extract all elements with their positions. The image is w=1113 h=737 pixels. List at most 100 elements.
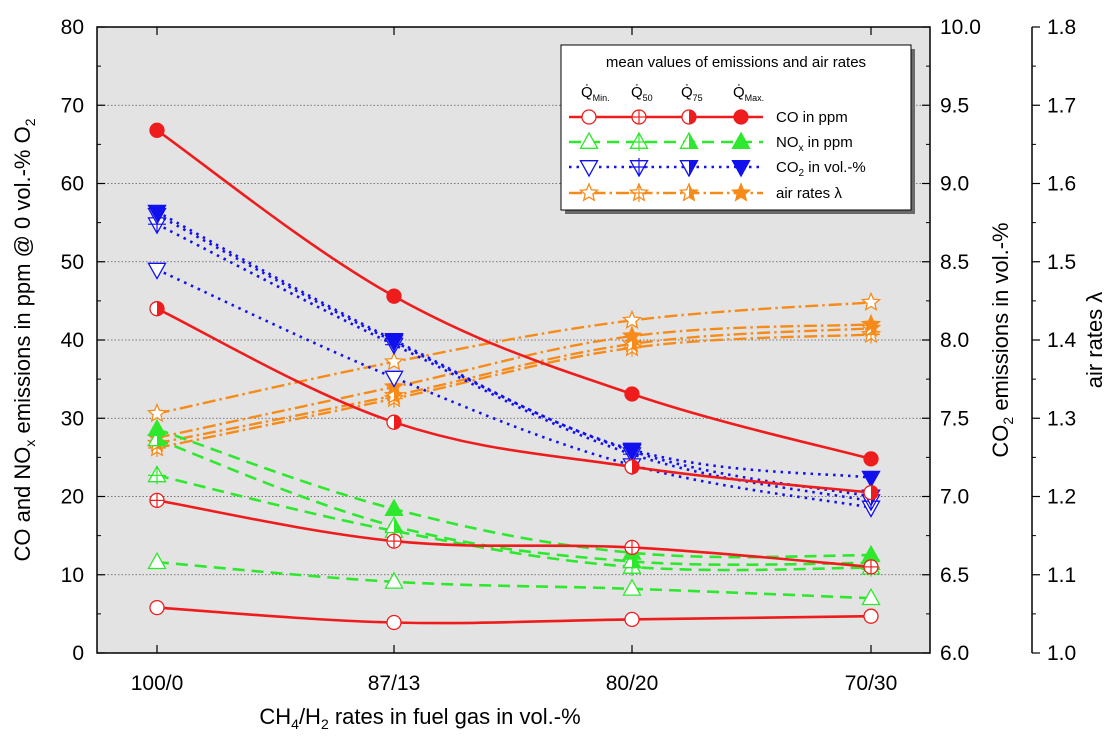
left-axis-tick-label: 70 [61,94,84,117]
co2-axis-tick-label: 7.5 [940,407,969,430]
nox-50-point [147,465,167,485]
legend-row-label: NOx in ppm [776,134,853,154]
air-rates-max-line [156,323,872,439]
co-max-point [863,451,879,467]
legend-column-header: Q̇Max. [733,84,764,103]
nox-75-line [156,438,872,567]
legend-marker [579,131,599,149]
left-axis-tick-label: 80 [61,16,84,39]
legend-marker [733,109,749,125]
co2-max-point [147,204,167,223]
air-rates-75-point [383,384,405,405]
co2-axis-tick-label: 9.5 [940,94,969,117]
co-min-point [863,608,879,624]
legend-title: mean values of emissions and air rates [606,54,866,71]
co-75-line [156,307,872,494]
legend-marker [731,131,751,149]
air-rates-min-line [156,301,872,415]
co2-axis-tick-label: 9.0 [940,173,969,196]
legend: mean values of emissions and air rates Q̇… [560,44,915,214]
co2-75-line [156,213,872,498]
co2-axis-tick-label: 10.0 [940,16,981,39]
legend-marker [579,160,599,178]
co2-min-point [384,370,404,388]
air-rates-max-point [621,325,643,345]
legend-marker [731,160,751,178]
co-min-line [156,606,872,625]
left-axis-tick-label: 60 [61,173,84,196]
air-rates-min-point [621,309,643,330]
co-min-point [149,599,165,616]
legend-row-label: CO in ppm [776,109,848,126]
co2-max-point [861,470,881,489]
legend-column-header: Q̇Min. [581,84,610,103]
nox-min-point [147,551,167,570]
legend-marker [681,109,697,125]
legend-marker [578,182,600,202]
co2-axis-tick-label: 6.0 [940,642,969,665]
air-rate-axis-tick-label: 1.7 [1047,94,1076,117]
nox-75-point [622,551,642,569]
air-rates-min-point [860,291,882,312]
co2-axis-tick-label: 6.5 [940,564,969,587]
co-min-point [624,611,640,628]
x-axis-tick-label: 100/0 [131,672,184,695]
left-axis-title: CO and NOx emissions in ppm @ 0 vol.-% O… [10,118,38,561]
air-rates-75-line [156,327,872,445]
legend-row-label: air rates λ [776,185,842,202]
nox-50-line [156,474,872,572]
air-rates-50-point [860,323,882,344]
nox-75-point [384,515,404,534]
legend-box [560,44,912,211]
left-axis-tick-label: 10 [61,564,84,587]
legend-marker [581,109,597,125]
co-50-point [863,559,879,575]
air-rate-axis-tick-label: 1.3 [1047,407,1076,430]
nox-min-point [384,571,404,589]
co2-max-point [622,442,642,460]
co-50-point [149,492,165,509]
co2-50-line [156,223,872,503]
co-max-line [156,129,872,461]
legend-marker [679,160,699,178]
co-50-point [624,539,640,556]
air-rates-50-line [156,333,872,450]
air-rate-axis-tick-label: 1.6 [1047,173,1076,196]
nox-max-point [147,418,167,437]
air-rate-axis-tick-label: 1.8 [1047,16,1076,39]
air-rate-axis-tick-label: 1.1 [1047,564,1076,587]
co-75-point [624,459,640,475]
co-50-point [386,533,402,549]
nox-min-point [622,578,642,596]
air-rates-min-point [383,351,405,371]
legend-marker [678,182,700,202]
co2-max-line [156,210,872,479]
air-rates-min-point [146,402,168,423]
co-max-point [386,288,402,304]
x-axis-tick-label: 70/30 [845,672,898,695]
left-axis-tick-label: 50 [61,251,84,274]
co-75-point [149,301,165,317]
left-axis-tick-label: 40 [61,329,84,352]
x-axis-title: CH4/H2 rates in fuel gas in vol.-% [259,704,580,732]
legend-marker [629,158,649,178]
co2-axis-tick-label: 8.5 [940,251,969,274]
co-max-point [624,386,640,402]
co-max-point [149,122,165,138]
co-75-point [386,414,402,430]
air-rate-axis-tick-label: 1.0 [1047,642,1076,665]
co-50-line [156,499,872,569]
right-axis-title-air: air rates λ [1082,292,1107,389]
legend-column-header: Q̇75 [681,84,703,103]
nox-min-point [861,587,881,606]
air-rates-max-point [860,313,882,334]
left-axis-tick-label: 20 [61,486,84,509]
co-min-point [386,614,402,631]
co-75-point [863,484,879,501]
left-axis-tick-label: 0 [72,642,84,665]
legend-row-label: CO2 in vol.-% [776,159,866,179]
legend-marker [679,131,699,149]
legend-marker [730,182,752,202]
nox-min-line [156,560,872,600]
